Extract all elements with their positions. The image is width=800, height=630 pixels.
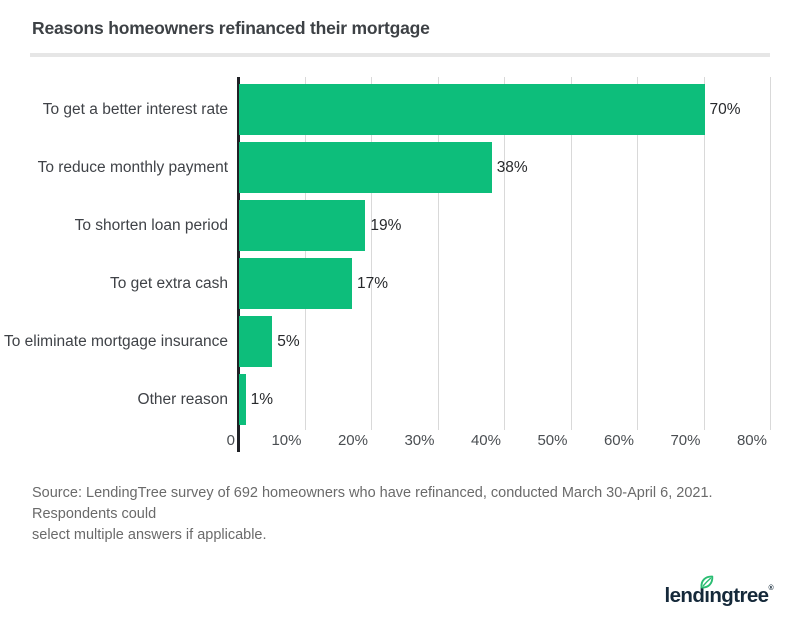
x-tick-label: 10% — [271, 432, 302, 449]
logo-wordmark: lend ıngtree® — [664, 575, 774, 608]
bar — [239, 84, 705, 135]
bar — [239, 258, 353, 309]
lendingtree-logo: lend ıngtree® — [664, 575, 774, 608]
bar — [239, 142, 492, 193]
category-label: To get extra cash — [109, 275, 228, 292]
logo-dotless-i: ı — [704, 584, 710, 607]
x-tick-label: 50% — [537, 432, 568, 449]
value-label: 1% — [250, 391, 274, 408]
category-label: To eliminate mortgage insurance — [3, 333, 228, 350]
value-label: 19% — [370, 217, 402, 234]
category-label: To shorten loan period — [74, 217, 228, 234]
value-label: 70% — [709, 101, 741, 118]
logo-i: ı — [700, 575, 714, 608]
chart-title: Reasons homeowners refinanced their mort… — [32, 18, 430, 38]
source-line-1: Source: LendingTree survey of 692 homeow… — [32, 485, 713, 523]
gridline — [637, 77, 638, 430]
gridline — [504, 77, 505, 430]
registered-mark: ® — [768, 585, 773, 592]
x-tick-label: 40% — [470, 432, 501, 449]
bar — [239, 316, 273, 367]
x-tick-label: 20% — [337, 432, 368, 449]
gridline — [570, 77, 572, 430]
x-tick-label: 60% — [603, 432, 634, 449]
value-label: 38% — [496, 159, 528, 176]
gridline — [437, 77, 439, 430]
gridline — [703, 77, 705, 430]
x-tick-label: 80% — [736, 432, 767, 449]
leaf-icon — [700, 575, 714, 589]
bar — [239, 200, 366, 251]
category-label: Other reason — [137, 391, 228, 408]
x-tick-label: 70% — [670, 432, 701, 449]
category-label: To reduce monthly payment — [37, 159, 228, 176]
value-label: 17% — [357, 275, 389, 292]
title-divider — [30, 53, 770, 57]
category-label: To get a better interest rate — [42, 101, 228, 118]
x-tick-label: 30% — [404, 432, 435, 449]
x-tick-label: 0 — [226, 432, 235, 449]
value-label: 5% — [277, 333, 300, 350]
logo-text-lead: lend — [664, 584, 705, 607]
logo-text-tail: ngtree — [709, 584, 769, 607]
y-axis-line — [237, 77, 240, 452]
source-line-2: select multiple answers if applicable. — [32, 527, 267, 544]
gridline — [371, 77, 372, 430]
bar — [239, 374, 246, 425]
gridline — [304, 77, 306, 430]
gridline — [770, 77, 771, 430]
source-note: Source: LendingTree survey of 692 homeow… — [32, 483, 762, 546]
